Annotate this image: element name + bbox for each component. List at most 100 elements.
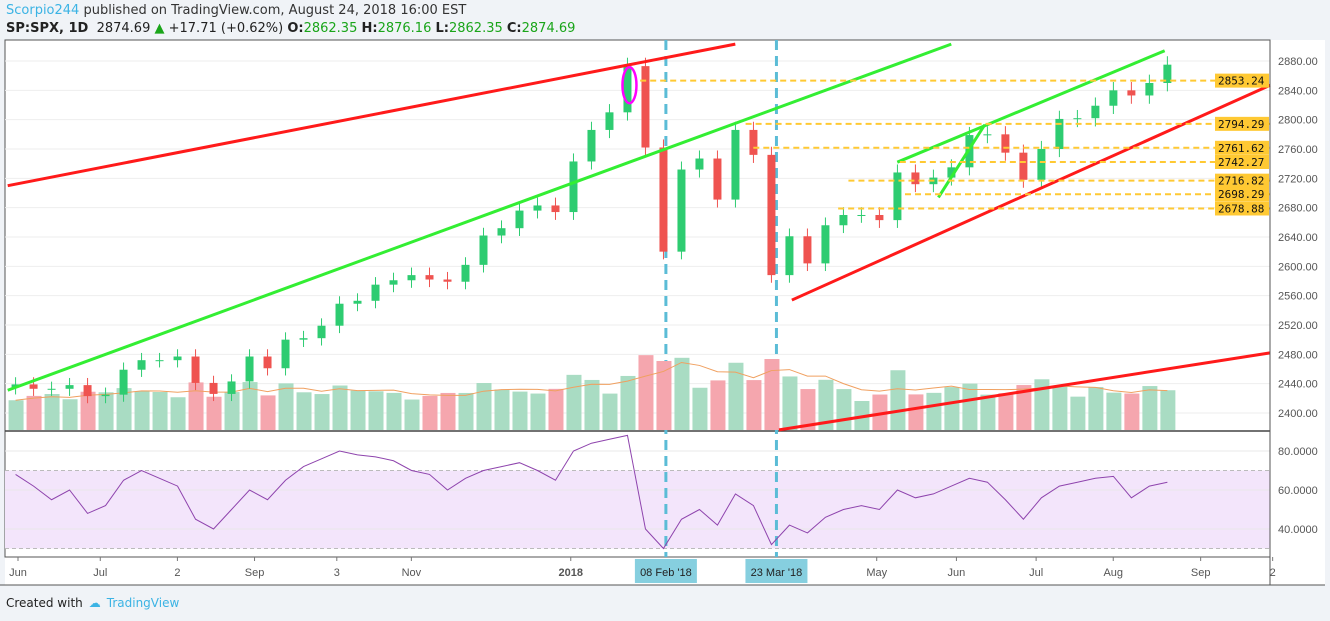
- candle: [65, 385, 74, 389]
- candle: [119, 369, 128, 395]
- volume-bar: [1160, 390, 1176, 430]
- candle: [1037, 148, 1046, 180]
- candle: [209, 382, 218, 394]
- candle: [263, 356, 272, 369]
- candle: [1145, 82, 1154, 96]
- volume-bar: [764, 359, 780, 430]
- volume-bar: [26, 395, 42, 430]
- candle: [191, 356, 200, 383]
- price-tick-label: 2680.00: [1278, 203, 1318, 215]
- candle: [731, 129, 740, 200]
- highlight-date-label: 23 Mar '18: [751, 567, 803, 579]
- candle: [803, 236, 812, 264]
- candle: [461, 264, 470, 282]
- time-tick-label: Nov: [402, 567, 422, 579]
- level-label: 2698.29: [1218, 188, 1264, 201]
- candle: [47, 388, 56, 390]
- close-value: 2874.69: [521, 21, 576, 36]
- candle: [587, 129, 596, 162]
- volume-bar: [476, 383, 492, 430]
- volume-bar: [566, 374, 582, 430]
- candle: [497, 228, 506, 236]
- volume-bar: [368, 391, 384, 430]
- candle: [479, 235, 488, 265]
- volume-bar: [674, 357, 690, 430]
- time-tick-label: Sep: [1191, 567, 1211, 579]
- candle: [677, 169, 686, 252]
- volume-bar: [332, 385, 348, 430]
- candle: [911, 172, 920, 185]
- time-tick-label: 2: [1270, 567, 1276, 579]
- header-background: [0, 0, 1330, 40]
- time-tick-label: Jul: [1029, 567, 1043, 579]
- trendline-green: [896, 49, 1166, 164]
- candle: [551, 205, 560, 213]
- price-tick-label: 2480.00: [1278, 349, 1318, 361]
- candle: [299, 338, 308, 340]
- publish-text: published on TradingView.com, August 24,…: [83, 3, 467, 18]
- highlight-ellipse: [621, 65, 638, 105]
- volume-bar: [1088, 387, 1104, 430]
- trendline-red: [791, 83, 1271, 302]
- trendline-red: [778, 351, 1271, 432]
- volume-bar: [782, 376, 798, 430]
- volume-bar: [188, 382, 204, 430]
- level-label: 2716.82: [1218, 175, 1264, 188]
- volume-bar: [206, 396, 222, 430]
- volume-bar: [1034, 379, 1050, 430]
- volume-bar: [620, 375, 636, 430]
- volume-bar: [422, 395, 438, 430]
- rsi-line: [15, 434, 1168, 550]
- volume-bar: [1052, 386, 1068, 430]
- open-label: O:: [287, 21, 304, 36]
- level-label-bg: [1215, 154, 1269, 169]
- candle: [821, 225, 830, 264]
- volume-bar: [386, 392, 402, 430]
- volume-bar: [80, 391, 96, 430]
- volume-bar: [926, 392, 942, 430]
- high-label: H:: [361, 21, 378, 36]
- volume-bar: [170, 397, 186, 430]
- time-tick-label: 3: [334, 567, 340, 579]
- candle: [875, 214, 884, 221]
- volume-bar: [890, 370, 906, 430]
- volume-bar: [44, 394, 60, 430]
- publish-info: Scorpio244 published on TradingView.com,…: [6, 3, 466, 18]
- volume-bar: [278, 383, 294, 430]
- volume-bar: [404, 399, 420, 430]
- price-tick-label: 2800.00: [1278, 115, 1318, 127]
- price-tick-label: 2560.00: [1278, 291, 1318, 303]
- volume-bar: [440, 392, 456, 430]
- candle: [515, 210, 524, 229]
- up-arrow-icon: ▲: [154, 21, 165, 36]
- candle: [947, 167, 956, 178]
- tradingview-link[interactable]: TradingView: [106, 596, 180, 610]
- volume-bar: [728, 362, 744, 430]
- highlight-date-bg: [745, 559, 808, 583]
- time-tick-label: Jun: [9, 567, 27, 579]
- rsi-tick-label: 60.0000: [1278, 485, 1318, 497]
- symbol: SP:SPX, 1D: [6, 21, 89, 36]
- volume-bar: [746, 380, 762, 430]
- time-tick-label: 2018: [559, 567, 583, 579]
- author-link[interactable]: Scorpio244: [6, 3, 80, 18]
- volume-bar: [656, 361, 672, 430]
- candle: [101, 394, 110, 397]
- volume-bar: [602, 393, 618, 430]
- volume-bar: [152, 392, 168, 430]
- open-value: 2862.35: [303, 21, 358, 36]
- price-tick-label: 2840.00: [1278, 85, 1318, 97]
- price-tick-label: 2400.00: [1278, 408, 1318, 420]
- volume-bar: [1142, 386, 1158, 430]
- level-label: 2742.27: [1218, 156, 1264, 169]
- candle: [335, 303, 344, 326]
- volume-bar: [584, 379, 600, 430]
- volume-bar: [512, 391, 528, 430]
- candle: [389, 280, 398, 285]
- candle: [1055, 118, 1064, 149]
- volume-bar: [710, 380, 726, 430]
- low-value: 2862.35: [448, 21, 503, 36]
- candle: [839, 214, 848, 226]
- volume-bar: [872, 394, 888, 430]
